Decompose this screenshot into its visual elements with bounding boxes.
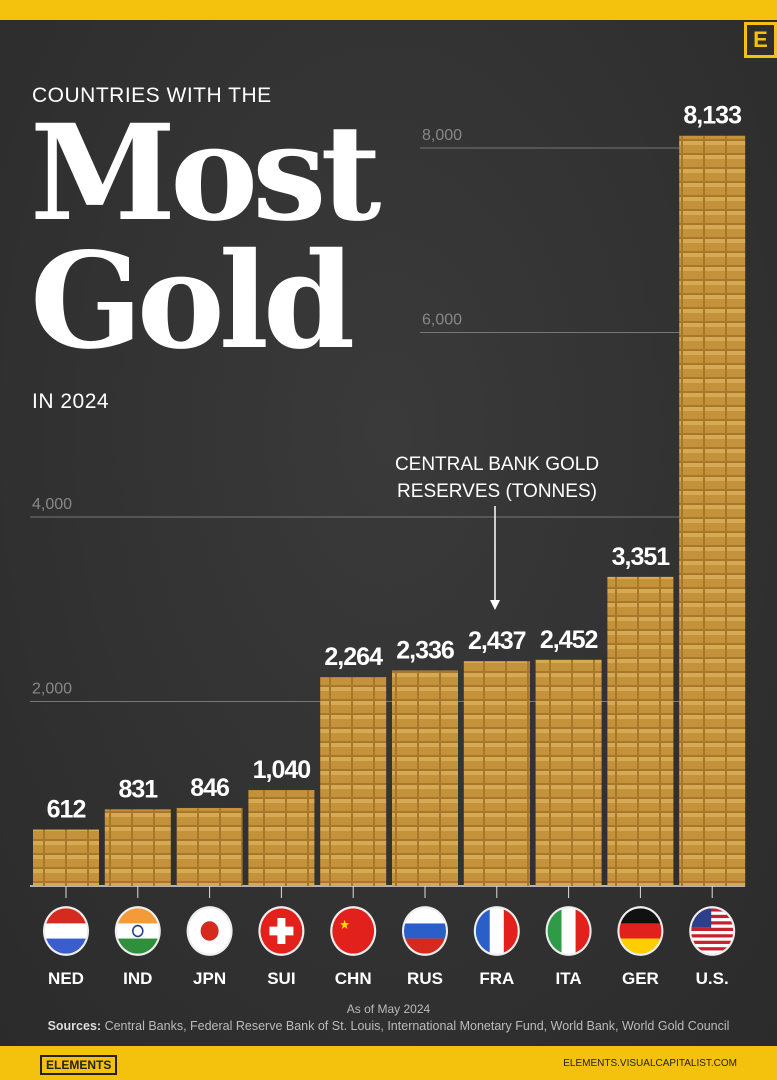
- svg-text:★: ★: [339, 917, 350, 932]
- germany-flag-icon: [617, 906, 664, 956]
- title-line2: Gold: [30, 224, 355, 379]
- category-label: CHN: [335, 969, 372, 988]
- value-label: 2,452: [540, 626, 598, 654]
- y-tick-label: 6,000: [422, 312, 462, 329]
- bar-ger: [607, 576, 674, 886]
- category-label: SUI: [267, 969, 295, 988]
- bar-fra: [463, 661, 530, 886]
- bar-sui: [248, 790, 315, 886]
- category-label: JPN: [193, 969, 226, 988]
- footer-url[interactable]: ELEMENTS.VISUALCAPITALIST.COM: [563, 1058, 737, 1069]
- category-label: NED: [48, 969, 84, 988]
- russia-flag-icon: [402, 906, 448, 956]
- category-label: ITA: [556, 969, 582, 988]
- annotation-line2: RESERVES (TONNES): [397, 481, 597, 502]
- sources-text: Central Banks, Federal Reserve Bank of S…: [104, 1019, 730, 1033]
- y-tick-label: 8,000: [422, 127, 462, 144]
- elements-logo: E: [744, 22, 777, 58]
- italy-flag-icon: [545, 906, 592, 956]
- value-label: 846: [190, 774, 229, 802]
- value-label: 2,264: [324, 643, 383, 671]
- annotation-line1: CENTRAL BANK GOLD: [395, 454, 599, 475]
- bar-ita: [535, 659, 602, 886]
- category-label: RUS: [407, 969, 443, 988]
- bar-ned: [33, 829, 99, 886]
- y-tick-label: 4,000: [32, 496, 72, 513]
- value-label: 3,351: [612, 543, 671, 571]
- category-label: U.S.: [696, 969, 729, 988]
- as-of-note: As of May 2024: [346, 1002, 431, 1016]
- value-label: 612: [47, 796, 86, 824]
- footer-brand[interactable]: ELEMENTS: [40, 1055, 118, 1075]
- china-flag-icon: ★: [330, 906, 377, 956]
- netherlands-flag-icon: [43, 906, 89, 956]
- value-label: 2,336: [396, 637, 454, 665]
- title-subtitle: IN 2024: [32, 390, 110, 413]
- sources-label: Sources:: [47, 1019, 102, 1033]
- japan-flag-icon: [186, 906, 233, 956]
- category-label: FRA: [479, 969, 514, 988]
- india-flag-icon: [114, 906, 161, 956]
- switzerland-flag-icon: [258, 906, 305, 956]
- france-flag-icon: [473, 906, 520, 956]
- bar-rus: [392, 670, 458, 886]
- title-line1: Most: [30, 96, 381, 251]
- value-label: 1,040: [253, 756, 311, 784]
- category-label: IND: [123, 969, 152, 988]
- arrow-head: [490, 600, 500, 610]
- value-label: 2,437: [468, 627, 526, 655]
- bar-jpn: [176, 807, 243, 886]
- title-kicker: COUNTRIES WITH THE: [32, 84, 272, 107]
- bar-ind: [104, 809, 171, 886]
- bar-chn: [320, 677, 387, 886]
- bar-us: [679, 135, 746, 887]
- category-label: GER: [622, 969, 659, 988]
- value-label: 831: [118, 775, 158, 803]
- value-label: 8,133: [683, 102, 741, 130]
- usa-flag-icon: [689, 906, 736, 956]
- y-tick-label: 2,000: [32, 681, 72, 698]
